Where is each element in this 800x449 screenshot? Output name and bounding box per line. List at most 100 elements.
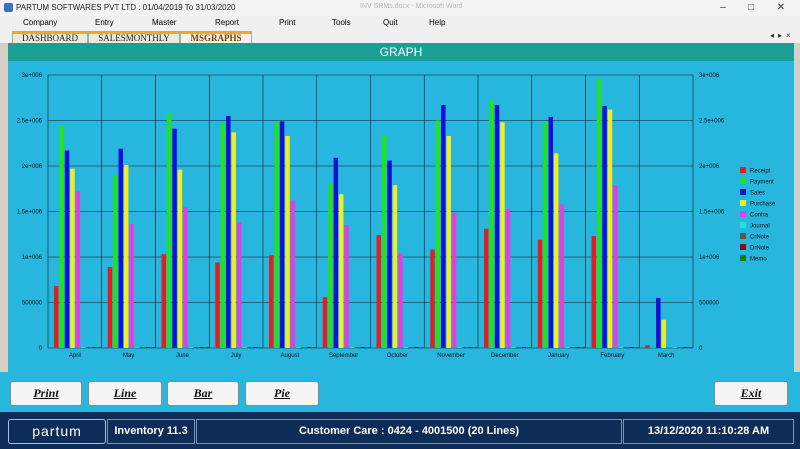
menu-master[interactable]: Master xyxy=(152,18,177,27)
bar-sales-august xyxy=(279,121,285,348)
bar-purchase-april xyxy=(70,168,75,348)
legend-swatch-contra xyxy=(740,211,746,217)
x-tick-label: March xyxy=(658,353,675,359)
bar-journal-june xyxy=(188,347,193,348)
bar-drnote-january xyxy=(575,347,581,348)
x-tick-label: November xyxy=(437,353,465,359)
window-titlebar: PARTUM SOFTWARES PVT LTD : 01/04/2019 To… xyxy=(0,0,800,17)
bar-memo-september xyxy=(365,347,371,348)
bar-contra-may xyxy=(129,224,134,348)
legend-label-crnote: CrNote xyxy=(750,235,770,241)
bar-sales-november xyxy=(441,105,446,348)
status-bar: partum Inventory 11.3 Customer Care : 04… xyxy=(0,412,800,449)
bar-memo-january xyxy=(580,347,586,348)
bar-purchase-september xyxy=(338,194,344,348)
bar-contra-june xyxy=(183,206,188,348)
status-datetime: 13/12/2020 11:10:28 AM xyxy=(623,419,794,444)
tab-label: MSGRAPHS xyxy=(190,33,242,43)
bar-crnote-january xyxy=(570,347,575,348)
menu-bar: Company Entry Master Report Print Tools … xyxy=(0,16,800,30)
maximize-icon[interactable]: □ xyxy=(747,2,755,13)
bar-journal-august xyxy=(296,347,301,348)
bar-crnote-august xyxy=(301,347,306,348)
bar-payment-january xyxy=(543,122,548,348)
menu-print[interactable]: Print xyxy=(279,18,296,27)
bar-receipt-september xyxy=(322,297,328,348)
legend-label-sales: Sales xyxy=(750,191,765,197)
bar-receipt-february xyxy=(591,236,596,348)
menu-report[interactable]: Report xyxy=(215,18,240,27)
y-tick-label: 1.5e+006 xyxy=(17,210,43,216)
menu-quit[interactable]: Quit xyxy=(383,18,398,27)
bar-crnote-october xyxy=(408,347,414,348)
bar-sales-october xyxy=(387,160,392,348)
legend-label-memo: Memo xyxy=(750,257,767,263)
y-tick-label-right: 1.5e+006 xyxy=(699,210,725,216)
legend-label-journal: Journal xyxy=(750,224,770,230)
y-tick-label-right: 2e+006 xyxy=(699,164,720,170)
bar-sales-july xyxy=(226,115,231,348)
bar-payment-june xyxy=(166,113,172,348)
bar-drnote-july xyxy=(253,347,258,348)
line-button[interactable]: Line xyxy=(88,381,162,406)
y-tick-label: 500000 xyxy=(22,301,43,307)
close-icon[interactable]: ✕ xyxy=(776,2,786,13)
legend-label-payment: Payment xyxy=(750,180,774,186)
bar-journal-march xyxy=(672,347,677,348)
menu-help[interactable]: Help xyxy=(429,18,446,27)
x-tick-label: October xyxy=(387,353,408,359)
bar-payment-march xyxy=(650,347,656,348)
legend-label-contra: Contra xyxy=(750,213,769,219)
minimize-icon[interactable]: – xyxy=(720,2,726,13)
tab-stripe xyxy=(181,32,251,34)
bar-sales-june xyxy=(172,128,177,348)
bar-crnote-may xyxy=(140,347,145,348)
legend-swatch-sales xyxy=(740,189,746,195)
tab-scroll-right-icon[interactable]: ▸ xyxy=(778,31,783,40)
tab-close-icon[interactable]: × xyxy=(786,31,791,40)
bar-drnote-february xyxy=(629,347,634,348)
bar-button[interactable]: Bar xyxy=(167,381,239,406)
x-tick-label: May xyxy=(123,353,134,359)
bar-sales-february xyxy=(602,105,607,348)
bar-payment-october xyxy=(381,135,387,348)
pie-button[interactable]: Pie xyxy=(245,381,319,406)
bar-crnote-december xyxy=(516,347,521,348)
menu-entry[interactable]: Entry xyxy=(95,18,114,27)
bar-sales-september xyxy=(333,157,339,348)
window-title: PARTUM SOFTWARES PVT LTD : 01/04/2019 To… xyxy=(16,3,236,12)
bar-memo-december xyxy=(527,347,532,348)
tab-scroll-left-icon[interactable]: ◂ xyxy=(770,31,775,40)
y-tick-label-right: 3e+006 xyxy=(699,73,720,79)
exit-button[interactable]: Exit xyxy=(714,381,788,406)
bar-receipt-may xyxy=(107,267,113,348)
bar-payment-may xyxy=(113,175,118,348)
tab-dashboard[interactable]: DASHBOARD xyxy=(12,31,88,44)
bar-purchase-february xyxy=(607,109,613,348)
menu-tools[interactable]: Tools xyxy=(332,18,351,27)
legend-swatch-memo xyxy=(740,255,746,261)
bar-receipt-december xyxy=(484,228,489,348)
tab-msgraphs[interactable]: MSGRAPHS xyxy=(180,31,252,44)
graph-title: GRAPH xyxy=(379,45,423,59)
y-tick-label: 3e+006 xyxy=(22,73,43,79)
bar-memo-october xyxy=(419,347,425,348)
bar-contra-october xyxy=(398,253,403,348)
tab-salesmonthly[interactable]: SALESMONTHLY xyxy=(88,31,180,44)
bar-drnote-august xyxy=(306,347,312,348)
bar-crnote-september xyxy=(355,347,360,348)
menu-company[interactable]: Company xyxy=(23,18,58,27)
legend-label-receipt: Receipt xyxy=(750,169,771,175)
app-icon xyxy=(4,3,13,12)
bar-journal-january xyxy=(564,347,570,348)
print-button[interactable]: Print xyxy=(10,381,82,406)
customer-care-info: Customer Care : 0424 - 4001500 (20 Lines… xyxy=(196,419,622,444)
bar-purchase-november xyxy=(446,135,451,348)
bar-receipt-march xyxy=(645,345,650,348)
bar-receipt-november xyxy=(430,249,435,348)
bar-sales-march xyxy=(656,297,661,348)
y-tick-label: 2e+006 xyxy=(22,164,43,170)
bar-contra-july xyxy=(236,222,242,348)
y-tick-label-right: 1e+006 xyxy=(699,255,720,261)
bar-payment-april xyxy=(59,125,64,348)
